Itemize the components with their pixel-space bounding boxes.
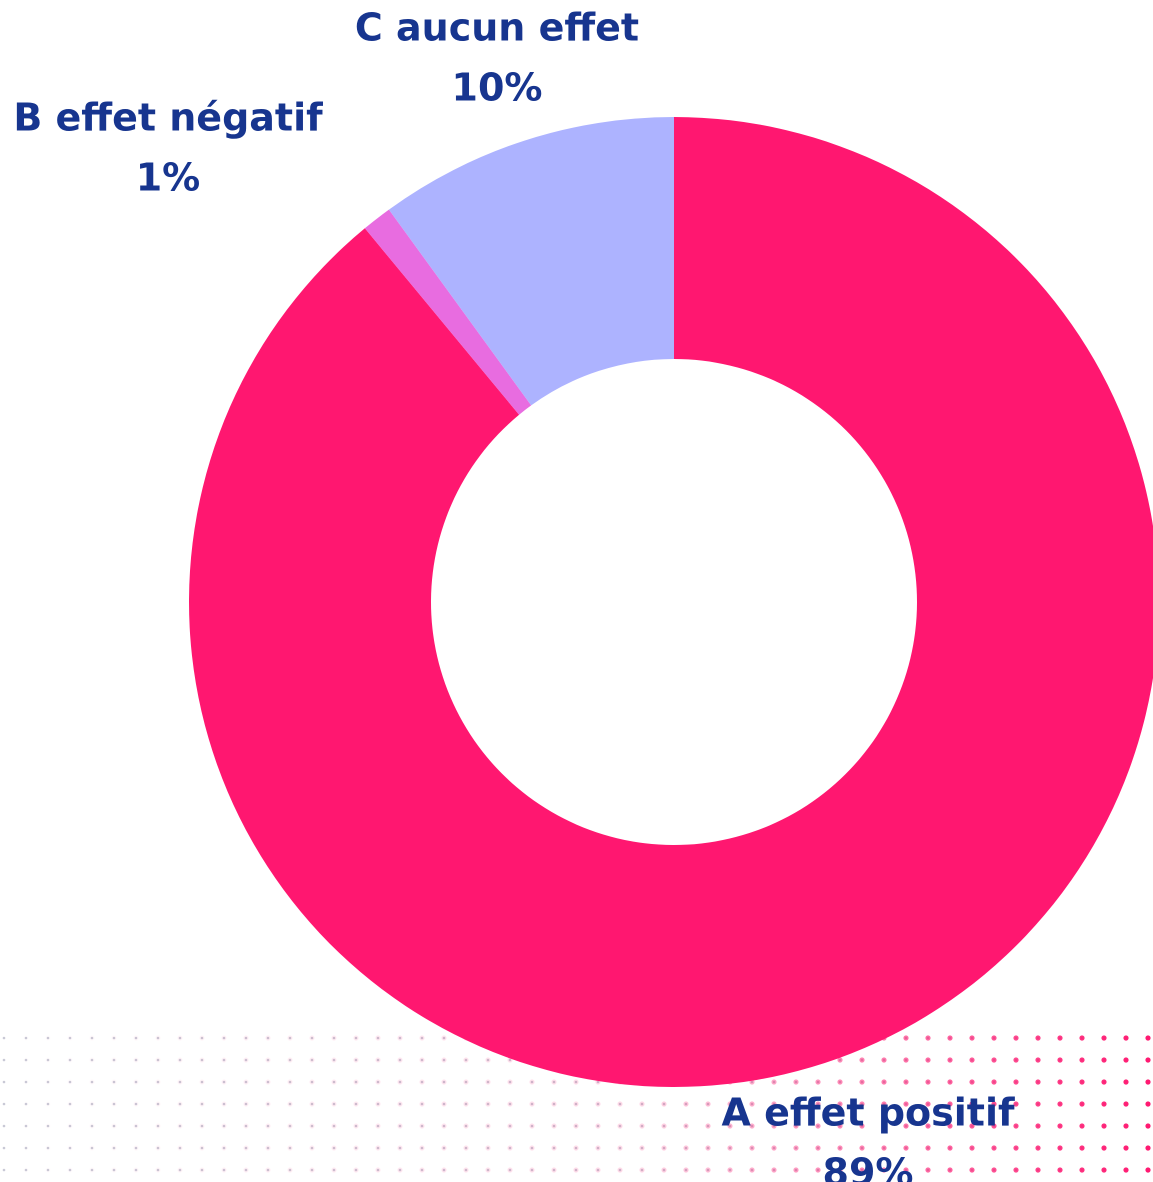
labels: A effet positif 89% B effet négatif 1% C auc… bbox=[13, 6, 1015, 1182]
value-label: 10% bbox=[452, 66, 543, 110]
donut bbox=[189, 117, 1153, 1087]
value-label: 89% bbox=[823, 1151, 914, 1182]
slice-label: A effet positif bbox=[721, 1091, 1015, 1135]
slice bbox=[388, 117, 674, 406]
slice bbox=[189, 117, 1153, 1087]
slice-label: C aucun effet bbox=[355, 6, 639, 50]
slice bbox=[364, 209, 532, 415]
slice-label: B effet négatif bbox=[13, 96, 323, 140]
value-label: 1% bbox=[136, 156, 201, 200]
